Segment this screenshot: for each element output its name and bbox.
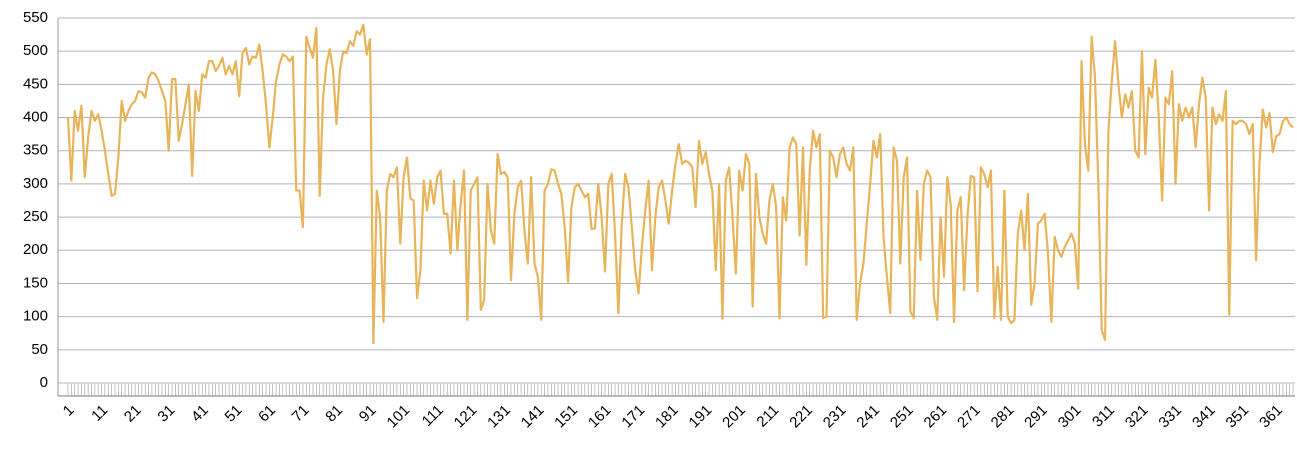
x-tick-label: 161 <box>585 402 615 432</box>
x-tick-label: 241 <box>853 402 883 432</box>
x-tick-label: 121 <box>451 402 481 432</box>
x-tick-label: 71 <box>289 402 313 426</box>
x-tick-label: 251 <box>887 402 917 432</box>
x-tick-label: 321 <box>1122 402 1152 432</box>
x-tick-label: 351 <box>1223 402 1253 432</box>
y-tick-label: 550 <box>23 9 48 26</box>
y-tick-label: 200 <box>23 241 48 258</box>
x-tick-label: 41 <box>188 402 212 426</box>
y-tick-label: 450 <box>23 75 48 92</box>
x-tick-label: 11 <box>88 402 111 425</box>
y-tick-label: 150 <box>23 274 48 291</box>
y-tick-label: 350 <box>23 142 48 159</box>
x-tick-label: 201 <box>719 402 749 432</box>
x-tick-label: 91 <box>356 402 380 426</box>
x-tick-label: 31 <box>154 402 178 426</box>
x-tick-label: 211 <box>753 402 782 431</box>
x-tick-label: 51 <box>222 402 246 426</box>
x-tick-label: 181 <box>652 402 682 432</box>
x-tick-label: 281 <box>988 402 1018 432</box>
x-tick-label: 61 <box>255 402 279 426</box>
x-tick-label: 231 <box>820 402 850 432</box>
x-tick-label: 1 <box>60 402 78 420</box>
x-tick-label: 221 <box>786 402 816 432</box>
x-tick-label: 131 <box>484 402 514 432</box>
y-tick-label: 300 <box>23 175 48 192</box>
data-line <box>66 23 1294 345</box>
x-tick-label: 191 <box>686 402 716 432</box>
x-tick-label: 21 <box>121 402 145 426</box>
x-tick-label: 111 <box>419 402 447 430</box>
x-tick-label: 81 <box>322 402 346 426</box>
x-tick-label: 151 <box>551 402 581 432</box>
x-tick-label: 291 <box>1021 402 1051 432</box>
x-tick-label: 341 <box>1189 402 1219 432</box>
x-tick-label: 331 <box>1155 402 1185 432</box>
y-tick-label: 400 <box>23 109 48 126</box>
y-tick-label: 100 <box>23 308 48 325</box>
y-tick-label: 250 <box>23 208 48 225</box>
x-tick-label: 361 <box>1256 402 1286 432</box>
y-tick-label: 50 <box>31 341 48 358</box>
x-tick-label: 311 <box>1089 402 1118 431</box>
x-tick-label: 261 <box>921 402 951 432</box>
x-tick-label: 171 <box>618 402 648 432</box>
x-tick-label: 301 <box>1055 402 1085 432</box>
y-tick-label: 500 <box>23 42 48 59</box>
x-tick-label: 101 <box>384 402 414 432</box>
y-tick-label: 0 <box>40 374 48 391</box>
x-tick-label: 141 <box>518 402 548 432</box>
x-tick-label: 271 <box>954 402 984 432</box>
